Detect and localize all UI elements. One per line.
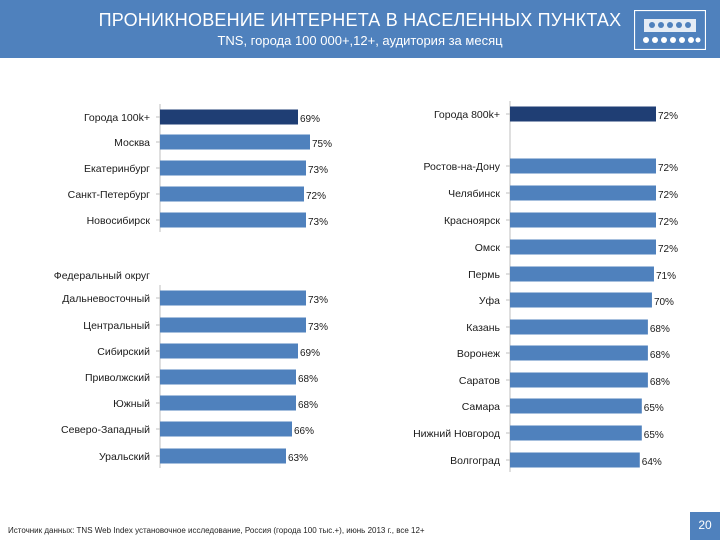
bar-city800-0 [510,106,656,122]
bar-city800-2 [510,185,656,201]
category-label: Красноярск [444,215,500,227]
bar-city800-8 [510,345,648,361]
page-title: ПРОНИКНОВЕНИЕ ИНТЕРНЕТА В НАСЕЛЕННЫХ ПУН… [98,10,622,30]
value-label: 63% [288,453,308,464]
header-bar: ПРОНИКНОВЕНИЕ ИНТЕРНЕТА В НАСЕЛЕННЫХ ПУН… [0,0,720,58]
value-label: 64% [642,457,662,468]
category-label: Омск [475,242,501,254]
bar-city800-11 [510,425,642,441]
category-label: Центральный [83,320,150,332]
bar-city800-4 [510,239,656,255]
category-label: Волгоград [450,455,500,467]
penetration-bar-chart: Города 100k+ 69% Москва 75% Екатеринбург 73% С… [54,101,678,472]
value-label: 72% [658,244,678,255]
value-label: 69% [300,114,320,125]
value-label: 73% [308,165,328,176]
value-label: 73% [308,295,328,306]
value-label: 68% [650,350,670,361]
bar-city-2 [160,160,306,176]
bar-city800-5 [510,266,654,282]
category-label: Дальневосточный [62,293,150,305]
value-label: 72% [658,217,678,228]
page-number: 20 [698,518,712,532]
panel-title: Федеральный округ [54,270,150,282]
bar-district-0 [160,290,306,306]
bar-city800-1 [510,158,656,174]
category-label: Казань [466,322,500,334]
category-label: Уральский [99,451,150,463]
category-label: Ростов-на-Дону [424,161,501,173]
bar-city-1 [160,134,310,150]
value-label: 65% [644,430,664,441]
value-label: 72% [658,111,678,122]
category-label: Москва [114,137,150,149]
value-label: 72% [658,163,678,174]
category-label: Уфа [479,295,500,307]
value-label: 75% [312,139,332,150]
bar-district-6 [160,448,286,464]
value-label: 69% [300,348,320,359]
category-label: Города 800k+ [434,109,500,121]
value-label: 68% [298,400,318,411]
bar-district-5 [160,421,292,437]
value-label: 72% [306,191,326,202]
bar-city800-9 [510,372,648,388]
value-label: 68% [650,377,670,388]
value-label: 65% [644,403,664,414]
category-label: Самара [462,401,500,413]
value-label: 68% [298,374,318,385]
bar-city-4 [160,212,306,228]
value-label: 70% [654,297,674,308]
bar-district-4 [160,395,296,411]
value-label: 68% [650,324,670,335]
category-label: Санкт-Петербург [68,189,151,201]
category-label: Города 100k+ [84,112,150,124]
bar-city-0 [160,109,298,125]
source-note: Источник данных: TNS Web Index установоч… [8,526,425,535]
bar-city800-12 [510,452,640,468]
value-label: 73% [308,217,328,228]
bar-district-1 [160,317,306,333]
bar-city800-6 [510,292,652,308]
category-label: Пермь [468,269,500,281]
bar-city800-7 [510,319,648,335]
value-label: 71% [656,271,676,282]
category-label: Екатеринбург [84,163,150,175]
audience-logo-icon [634,10,706,50]
category-label: Сибирский [97,346,150,358]
value-label: 72% [658,190,678,201]
bar-city-3 [160,186,304,202]
category-label: Приволжский [85,372,150,384]
category-label: Саратов [459,375,501,387]
category-label: Нижний Новгород [413,428,500,440]
bar-city800-3 [510,212,656,228]
category-label: Воронеж [457,348,500,360]
bar-district-2 [160,343,298,359]
page-number-badge: 20 [690,512,720,540]
category-label: Новосибирск [87,215,151,227]
value-label: 66% [294,426,314,437]
category-label: Челябинск [448,188,500,200]
value-label: 73% [308,322,328,333]
bar-district-3 [160,369,296,385]
category-label: Южный [113,398,150,410]
bar-city800-10 [510,398,642,414]
category-label: Северо-Западный [61,424,150,436]
page-subtitle: TNS, города 100 000+,12+, аудитория за м… [217,33,503,48]
